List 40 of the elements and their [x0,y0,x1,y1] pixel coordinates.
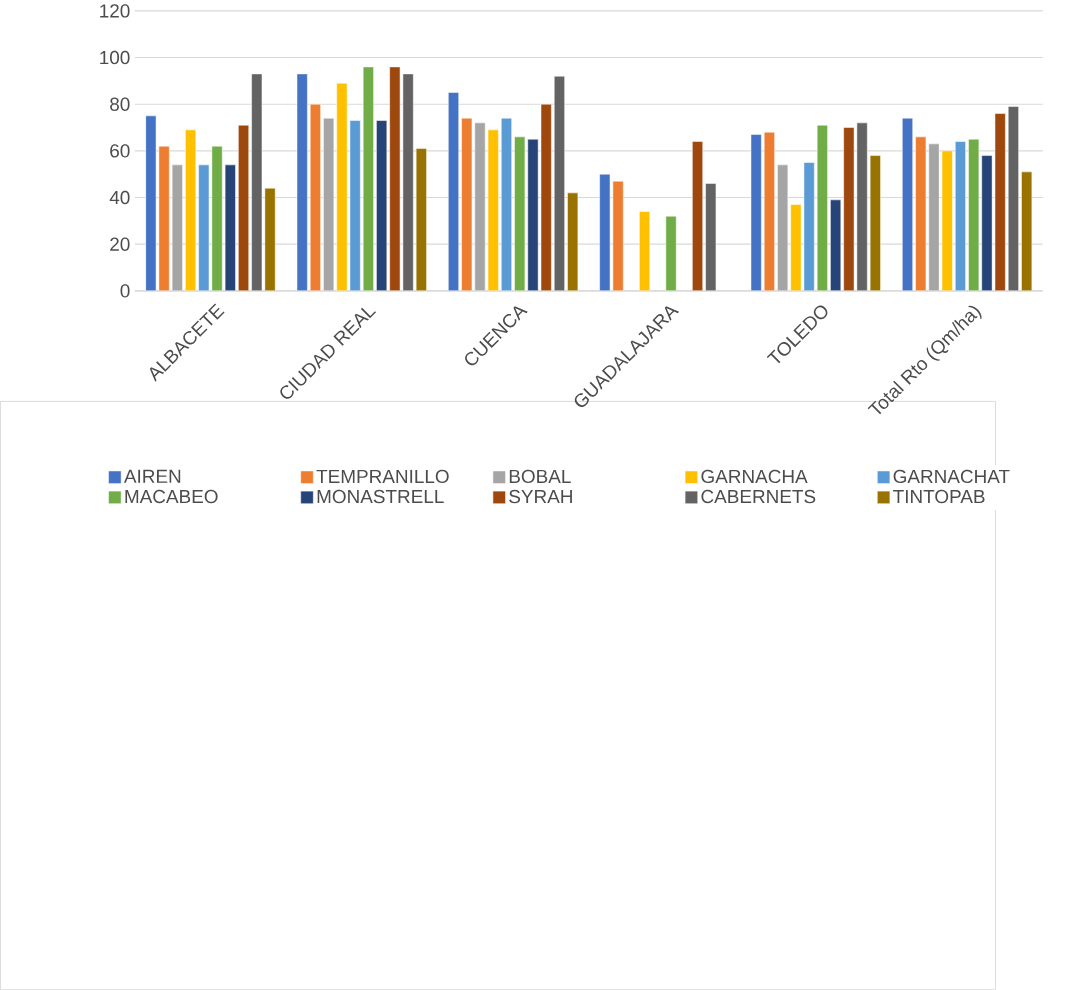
bar [251,73,263,291]
bar [928,143,940,291]
legend-label: MACABEO [125,489,218,504]
legend-label: TINTOPAB [893,489,985,504]
y-tick-label: 40 [109,190,130,205]
bar [705,183,717,291]
y-tick-label: 60 [110,144,130,158]
bar [553,75,565,291]
bar [763,131,775,291]
bar [968,138,980,291]
y-tick-label: 120 [100,4,130,18]
legend-label: GARNACHAT [893,469,1010,484]
bar [238,124,249,291]
bar [264,187,276,291]
bar [1007,106,1019,291]
y-tick-label: 20 [110,237,130,251]
bar [309,103,321,291]
bar [567,192,579,291]
bar [639,211,651,291]
bar [211,145,223,291]
legend-label: SYRAH [509,489,572,504]
legend-label: BOBAL [509,469,571,484]
bar [527,138,539,291]
y-tick-label: 80 [110,97,130,111]
legend-label: GARNACHA [701,469,808,484]
bar [665,215,677,291]
legend-label: MONASTRELL [317,489,444,504]
bar [362,66,374,291]
legend-label: CABERNETS [701,489,816,504]
bar [415,148,427,291]
bar [692,141,703,291]
y-tick-label: 100 [100,50,130,65]
bar [474,122,486,291]
y-tick-label: 0 [120,284,130,298]
bar [1021,171,1033,291]
bar [185,129,197,291]
bar [915,136,927,291]
legend-label: AIREN [123,469,181,483]
bar [816,124,828,291]
legend-label: TEMPRANILLO [316,469,449,484]
